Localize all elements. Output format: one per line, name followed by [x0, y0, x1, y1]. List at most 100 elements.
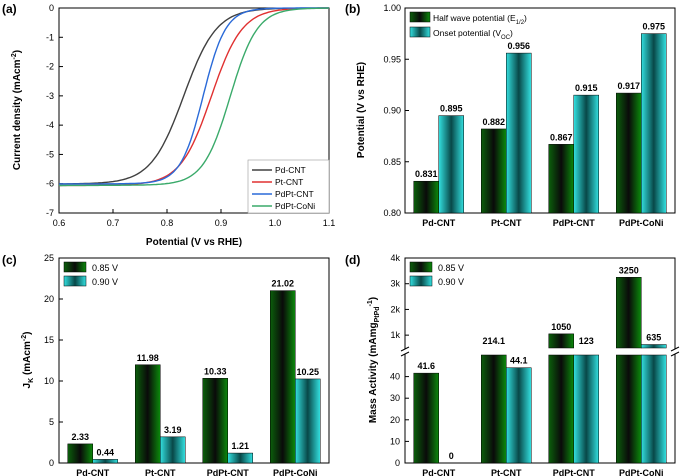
bar-value-label: 0.975	[642, 22, 665, 32]
bar-value-label: 0.831	[415, 169, 438, 179]
bar-value-label: 44.1	[510, 356, 528, 366]
panel-c-ytick-label: 0	[49, 458, 54, 468]
category-label: PdPt-CNT	[553, 468, 595, 476]
lsv-curve-pt-cnt	[59, 7, 329, 187]
category-label: PdPt-CoNi	[619, 468, 664, 476]
panel-a-xtick-label: 0.8	[161, 218, 174, 228]
panel-c-bar	[202, 378, 228, 464]
panel-d-bar	[641, 344, 667, 349]
bar-value-label: 0.895	[440, 104, 463, 114]
panel-d-ytick-label: 10	[390, 436, 400, 446]
panel-b-ytick-label: 0.80	[383, 208, 401, 218]
panel-d-ytick-label: 0	[395, 458, 400, 468]
panel-b-legend: Half wave potential (E1/2) Onset potentia…	[409, 11, 527, 41]
bar-value-label: 10.33	[204, 366, 227, 376]
legend-swatch	[63, 275, 87, 287]
legend-label: PdPt-CNT	[275, 189, 314, 199]
axis-break-mark	[400, 346, 410, 352]
bar-value-label: 0.867	[550, 132, 573, 142]
legend-label: 0.90 V	[438, 277, 464, 287]
category-label: Pd-CNT	[76, 468, 109, 476]
panel-a-xtick-label: 1.1	[323, 218, 336, 228]
panel-c-ytick-label: 10	[44, 376, 54, 386]
panel-a-ytick-label: -3	[46, 91, 54, 101]
bar-value-label: 11.98	[137, 353, 159, 363]
panel-c-legend: 0.85 V 0.90 V	[63, 261, 118, 287]
legend-label: Pt-CNT	[275, 177, 303, 187]
panel-d-ytick-label: 3k	[390, 279, 400, 289]
panel-d-ytick-label: 4k	[390, 253, 400, 263]
panel-a-xlabel: Potential (V vs RHE)	[146, 237, 242, 248]
category-label: PdPt-CoNi	[619, 218, 664, 228]
bar-value-label: 2.33	[71, 432, 89, 442]
panel-a-ytick-label: -2	[46, 62, 54, 72]
panel-c-ylabel: JK (mAcm-2)	[21, 332, 35, 389]
panel-c-bar	[92, 459, 118, 464]
panel-d-bar	[616, 354, 642, 464]
panel-c-ytick-label: 25	[44, 253, 54, 263]
panel-c-bar	[295, 378, 321, 464]
bar-value-label: 0.917	[617, 81, 640, 91]
panel-d-bar	[641, 354, 667, 464]
panel-a-xtick-label: 1.0	[269, 218, 282, 228]
bar-value-label: 0.44	[96, 447, 114, 457]
panel-a-legend: Pd-CNT Pt-CNT PdPt-CNT PdPt-CoNi	[247, 159, 330, 214]
bar-value-label: 0.956	[507, 41, 530, 51]
panel-b-ytick-label: 1.00	[383, 3, 401, 13]
panel-d-bar	[616, 277, 642, 349]
panel-a-ytick-label: -7	[46, 208, 54, 218]
panel-d-bar	[573, 354, 599, 464]
category-label: PdPt-CNT	[553, 218, 595, 228]
category-label: Pt-CNT	[491, 218, 522, 228]
bar-value-label: 0.915	[575, 83, 598, 93]
panel-d-ytick-label: 2k	[390, 304, 400, 314]
panel-d-bar	[481, 354, 507, 464]
bar-value-label: 10.25	[296, 367, 319, 377]
panel-label-a: (a)	[2, 2, 17, 16]
panel-b-bar	[438, 115, 464, 214]
panel-b-potential-chart: Potential (V vs RHE) 0.80 0.85 0.90 0.95 1.0…	[356, 3, 676, 228]
panel-d-bar	[413, 372, 439, 464]
bar-value-label: 0	[449, 451, 454, 461]
panel-d-ytick-label: 20	[390, 415, 400, 425]
panel-d-mass-activity-chart: Mass Activity (mAmgPtPd-1) 0 10 20 30 40 1k 2k…	[367, 253, 680, 476]
panel-b-bar	[481, 128, 507, 214]
legend-swatch	[409, 275, 433, 287]
panel-a-xtick-label: 0.7	[107, 218, 120, 228]
panel-a-ytick-label: 0	[49, 3, 54, 13]
panel-c-bar	[67, 443, 93, 464]
bar-value-label: 3250	[619, 265, 639, 275]
panel-a-ylabel: Current density (mAcm-2)	[11, 50, 23, 170]
panel-c-bar	[227, 452, 253, 464]
legend-label: Half wave potential (E1/2)	[433, 13, 527, 26]
legend-label: 0.90 V	[92, 277, 118, 287]
panel-d-bar	[506, 367, 532, 464]
panel-b-bar	[573, 94, 599, 214]
axis-break-mark	[670, 351, 680, 357]
legend-swatch	[63, 261, 87, 273]
bar-value-label: 41.6	[417, 361, 435, 371]
panel-b-bar	[413, 180, 439, 214]
panel-c-bar	[135, 364, 161, 464]
panel-a-xtick-label: 0.6	[53, 218, 66, 228]
panel-label-c: (c)	[2, 253, 17, 267]
panel-d-bar	[548, 333, 574, 349]
bar-value-label: 123	[579, 336, 594, 346]
bar-value-label: 0.882	[482, 117, 505, 127]
panel-label-b: (b)	[345, 2, 360, 16]
panel-a-ytick-label: -4	[46, 120, 54, 130]
panel-d-ytick-label: 1k	[390, 330, 400, 340]
panel-a-legend-box	[247, 159, 330, 214]
lsv-curve-pdpt-cnt	[59, 7, 329, 185]
axis-break-gap	[403, 349, 677, 354]
panel-a-ytick-label: -5	[46, 149, 54, 159]
panel-b-bar	[548, 144, 574, 214]
category-label: Pt-CNT	[145, 468, 176, 476]
panel-b-bar	[506, 52, 532, 214]
panel-a-ytick-label: -6	[46, 179, 54, 189]
panel-c-kinetic-current-chart: JK (mAcm-2) 0 5 10 15 20 25 Pd-CNT Pt-CNT PdPt-C…	[21, 253, 330, 476]
panel-b-ytick-label: 0.95	[383, 54, 401, 64]
panel-d-bar	[548, 354, 574, 464]
panel-c-ytick-label: 15	[44, 335, 54, 345]
panel-c-frame	[58, 257, 330, 464]
